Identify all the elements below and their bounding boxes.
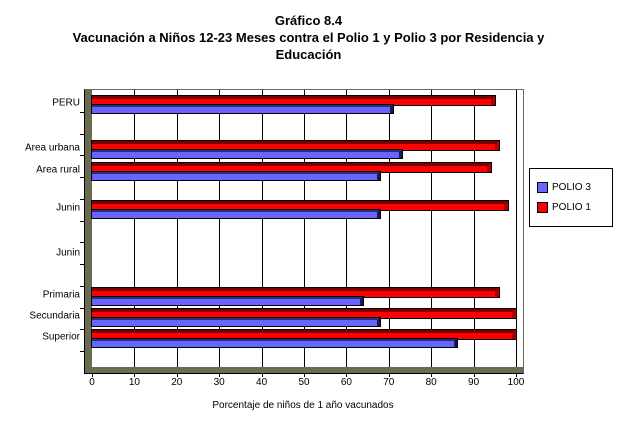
chart-title-line3: Educación bbox=[275, 47, 342, 62]
x-tick-label-20: 20 bbox=[171, 377, 183, 388]
category-label-0: PERU bbox=[52, 97, 80, 109]
gridline-10 bbox=[134, 90, 136, 367]
x-tick-100 bbox=[516, 373, 517, 377]
bar-polio3-superior bbox=[91, 338, 458, 348]
bar-polio3-area-rural bbox=[91, 171, 381, 181]
category-label-1: Area urbana bbox=[24, 142, 80, 154]
legend-box: POLIO 3 POLIO 1 bbox=[529, 168, 613, 227]
y-tick-12 bbox=[80, 351, 85, 352]
gridline-30 bbox=[219, 90, 221, 367]
x-tick-0 bbox=[92, 373, 93, 377]
legend-label: POLIO 3 bbox=[552, 182, 591, 193]
x-tick-90 bbox=[473, 373, 475, 377]
x-tick-20 bbox=[176, 373, 178, 377]
bar-polio3-secundaria bbox=[91, 317, 381, 327]
x-tick-80 bbox=[431, 373, 433, 377]
bar-polio1-area-urbana bbox=[91, 140, 500, 151]
category-label-5: Primaria bbox=[42, 289, 80, 301]
gridline-40 bbox=[261, 90, 263, 367]
gridline-100 bbox=[516, 90, 517, 367]
legend-item-polio-1: POLIO 1 bbox=[537, 202, 612, 213]
legend-swatch-icon bbox=[537, 202, 548, 213]
x-tick-label-50: 50 bbox=[298, 377, 310, 388]
x-tick-label-60: 60 bbox=[340, 377, 352, 388]
legend-label: POLIO 1 bbox=[552, 202, 591, 213]
gridline-90 bbox=[473, 90, 475, 367]
bar-polio1-area-rural bbox=[91, 162, 492, 173]
3d-wall-left bbox=[85, 90, 92, 373]
y-tick-2 bbox=[80, 134, 85, 135]
y-tick-11 bbox=[80, 329, 85, 330]
x-tick-label-30: 30 bbox=[213, 377, 225, 388]
bar-polio1-primaria bbox=[91, 287, 500, 298]
x-tick-label-90: 90 bbox=[468, 377, 480, 388]
gridline-60 bbox=[346, 90, 348, 367]
x-tick-label-80: 80 bbox=[425, 377, 437, 388]
x-tick-label-40: 40 bbox=[256, 377, 268, 388]
3d-floor bbox=[85, 367, 523, 373]
plot-area bbox=[80, 89, 524, 377]
gridline-20 bbox=[176, 90, 178, 367]
y-tick-6 bbox=[80, 221, 85, 222]
legend-item-polio-3: POLIO 3 bbox=[537, 182, 612, 193]
y-tick-8 bbox=[80, 264, 85, 265]
x-tick-70 bbox=[388, 373, 390, 377]
y-tick-1 bbox=[80, 112, 85, 113]
bar-polio1-superior bbox=[91, 329, 517, 340]
x-tick-label-10: 10 bbox=[128, 377, 140, 388]
x-tick-60 bbox=[346, 373, 348, 377]
x-tick-label-0: 0 bbox=[89, 377, 95, 388]
bar-polio3-peru bbox=[91, 104, 394, 114]
x-tick-label-70: 70 bbox=[383, 377, 395, 388]
bar-polio3-junin bbox=[91, 209, 381, 219]
bar-polio1-junin bbox=[91, 200, 509, 211]
x-tick-10 bbox=[134, 373, 136, 377]
chart-title: Gráfico 8.4 Vacunación a Niños 12-23 Mes… bbox=[0, 12, 617, 63]
gridline-80 bbox=[431, 90, 433, 367]
y-tick-4 bbox=[80, 177, 85, 178]
bar-polio1-peru bbox=[91, 95, 496, 106]
y-tick-3 bbox=[80, 155, 85, 156]
category-label-4: Junin bbox=[56, 247, 80, 259]
x-axis-title: Porcentaje de niños de 1 año vacunados bbox=[212, 400, 394, 411]
gridline-70 bbox=[388, 90, 390, 367]
x-tick-label-100: 100 bbox=[507, 377, 525, 388]
bar-polio3-primaria bbox=[91, 296, 364, 306]
y-tick-9 bbox=[80, 286, 85, 287]
chart-title-line2: Vacunación a Niños 12-23 Meses contra el… bbox=[72, 30, 545, 45]
y-tick-7 bbox=[80, 242, 85, 243]
y-tick-10 bbox=[80, 308, 85, 309]
bar-polio3-area-urbana bbox=[91, 149, 403, 159]
chart-title-line1: Gráfico 8.4 bbox=[274, 13, 343, 28]
gridline-50 bbox=[304, 90, 305, 367]
category-label-6: Secundaria bbox=[29, 310, 80, 322]
legend-swatch-icon bbox=[537, 182, 548, 193]
y-tick-5 bbox=[80, 199, 85, 200]
x-tick-30 bbox=[219, 373, 221, 377]
category-label-7: Superior bbox=[42, 331, 80, 343]
bar-polio1-secundaria bbox=[91, 308, 517, 319]
category-label-3: Junin bbox=[56, 202, 80, 214]
category-label-2: Area rural bbox=[36, 164, 80, 176]
x-tick-40 bbox=[261, 373, 263, 377]
x-tick-50 bbox=[304, 373, 305, 377]
